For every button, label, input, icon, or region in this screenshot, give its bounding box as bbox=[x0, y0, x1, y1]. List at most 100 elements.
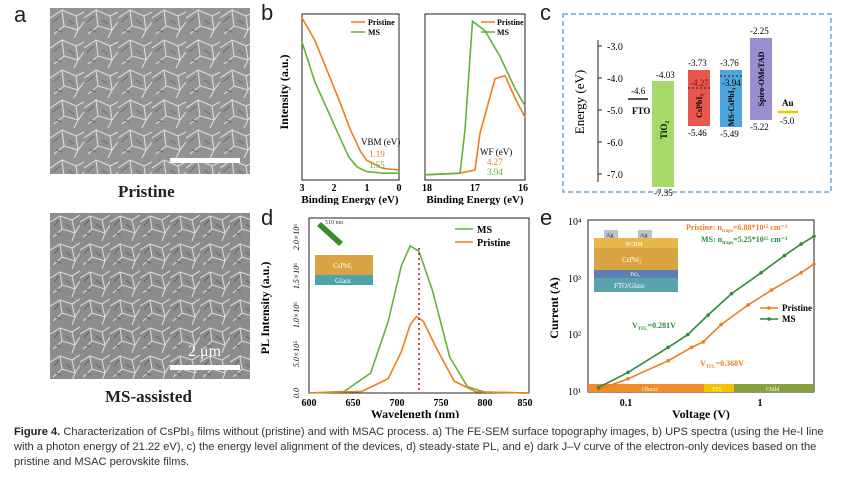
wf-pristine-value: 4.27 bbox=[487, 157, 503, 167]
ups-xlabel-right: Binding Energy (eV) bbox=[426, 194, 524, 205]
energy-tick-0: -3.0 bbox=[607, 42, 623, 53]
pl-ylabel: PL Intensity (a.u.) bbox=[258, 262, 272, 355]
region-child-label: Child bbox=[766, 387, 779, 393]
spiro-bar bbox=[750, 38, 772, 120]
ms-cspbi3-name: MS-CsPbI₃ bbox=[727, 87, 736, 126]
pl-ytick-1: 5.0×10⁵ bbox=[292, 341, 301, 367]
cspbi3-layer-label: CsPbI₃ bbox=[622, 256, 642, 264]
jv-ytick-1: 10² bbox=[568, 330, 581, 341]
ms-cspbi3-wf: -3.94 bbox=[722, 78, 741, 88]
jv-ms-point bbox=[685, 332, 690, 337]
cspbi3-name: CsPbI₃ bbox=[695, 94, 704, 118]
ms-cspbi3-bottom: -5.49 bbox=[720, 129, 739, 139]
laser-arrow-icon bbox=[317, 222, 343, 246]
ups-tick-r0: 18 bbox=[422, 183, 432, 194]
region-tfl-label: TFL bbox=[712, 387, 723, 393]
pl-xtick-5: 850 bbox=[518, 398, 533, 409]
ups-chart: Intensity (a.u.) Pristine MS Pristine MS… bbox=[277, 13, 528, 205]
ups-tick-l0: 3 bbox=[300, 183, 305, 194]
pl-ytick-3: 1.5×10⁶ bbox=[292, 263, 301, 289]
tio2-bottom: -7.35 bbox=[654, 188, 673, 198]
jv-pristine-point bbox=[746, 303, 750, 307]
ups-ylabel: Intensity (a.u.) bbox=[277, 54, 291, 129]
tio2-layer-label: TiO₂ bbox=[630, 273, 640, 278]
pl-legend-ms: MS bbox=[477, 225, 492, 236]
jv-pristine-point bbox=[719, 322, 723, 327]
energy-tick-1: -4.0 bbox=[607, 74, 623, 85]
ups-left-legend-ms: MS bbox=[368, 28, 381, 37]
tio2-name: TiO₂ bbox=[659, 121, 669, 139]
scalebar-pristine bbox=[170, 158, 240, 163]
jv-ms-point bbox=[799, 242, 803, 246]
fto-layer-label: FTO/Glass bbox=[614, 282, 645, 290]
region-child bbox=[734, 384, 814, 392]
jv-ms-point bbox=[812, 234, 816, 239]
tio2-top: -4.03 bbox=[656, 70, 675, 80]
pl-pristine-line bbox=[308, 315, 530, 394]
jv-pristine-point bbox=[812, 262, 816, 266]
tio2-bar bbox=[652, 81, 674, 187]
spiro-bottom: -5.22 bbox=[750, 122, 769, 132]
jv-pristine-line bbox=[598, 263, 815, 391]
ms-cspbi3-top: -3.76 bbox=[720, 58, 739, 68]
inset-glass-layer bbox=[315, 275, 373, 285]
sem-image-ms: 2 μm bbox=[50, 213, 250, 379]
vbm-pristine-value: 1.19 bbox=[369, 149, 385, 159]
ups-right-legend-pristine: Pristine bbox=[497, 18, 524, 27]
ag-electrode-1 bbox=[604, 230, 618, 238]
ups-tick-l1: 2 bbox=[332, 183, 337, 194]
energy-tick-2: -5.0 bbox=[607, 106, 623, 117]
pristine-trap-note: Pristine: ntraps=6.88*10¹⁵ cm⁻³ bbox=[686, 223, 788, 234]
pl-xtick-3: 750 bbox=[434, 398, 449, 409]
jv-ms-line bbox=[598, 235, 815, 389]
ag-electrode-2 bbox=[638, 230, 652, 238]
inset-glass-label: Glass bbox=[335, 277, 351, 285]
sem-texture-pristine bbox=[50, 8, 250, 174]
laser-label: 510 nm bbox=[325, 220, 344, 226]
ups-left-legend-pristine: Pristine bbox=[368, 18, 395, 27]
ms-cspbi3-bar bbox=[720, 70, 742, 127]
ups-tick-l2: 1 bbox=[365, 183, 370, 194]
pl-chart: PL Intensity (a.u.) 0.0 5.0×10⁵ 1.0×10⁶ … bbox=[258, 217, 533, 418]
jv-pristine-point bbox=[666, 359, 670, 363]
pcbm-layer bbox=[594, 238, 678, 248]
ups-tick-r2: 16 bbox=[518, 183, 528, 194]
energy-tick-4: -7.0 bbox=[607, 170, 623, 181]
sem-texture-ms bbox=[50, 213, 250, 379]
fto-name: FTO bbox=[632, 106, 650, 116]
jv-ms-point bbox=[626, 370, 630, 375]
jv-chart: Current (A) Ohmic TFL Child 10¹ 10² 10³ … bbox=[547, 217, 816, 420]
jv-xlabel: Voltage (V) bbox=[672, 407, 730, 420]
panel-d-letter: d bbox=[261, 205, 274, 230]
vtfl-ms-label: VTFL=0.281V bbox=[632, 321, 676, 332]
fto-layer bbox=[594, 278, 678, 292]
ups-tick-l3: 0 bbox=[397, 183, 402, 194]
pl-ytick-0: 0.0 bbox=[292, 388, 301, 398]
ups-right-frame bbox=[424, 13, 526, 181]
energy-ticks bbox=[598, 45, 602, 175]
energy-tick-3: -6.0 bbox=[607, 138, 623, 149]
jv-ms-point bbox=[759, 270, 763, 275]
panel-e-letter: e bbox=[540, 205, 553, 230]
ups-right-legend-ms: MS bbox=[497, 28, 510, 37]
ups-left-frame bbox=[301, 13, 400, 181]
jv-pristine-point bbox=[689, 345, 694, 350]
jv-ms-point bbox=[596, 385, 601, 390]
region-ohmic bbox=[588, 384, 704, 392]
vbm-ms-value: 1.55 bbox=[369, 160, 385, 170]
fto-value: -4.6 bbox=[631, 86, 646, 96]
ups-cutoff-pristine-line bbox=[424, 74, 526, 176]
ms-trap-note: MS: ntraps=5.25*10¹⁵ cm⁻³ bbox=[701, 235, 788, 246]
energy-ylabel: Energy (eV) bbox=[572, 70, 587, 134]
jv-pristine-point bbox=[626, 376, 630, 381]
pl-ms-line bbox=[308, 244, 530, 394]
region-ohmic-label: Ohmic bbox=[642, 387, 659, 393]
pl-inset-device: 510 nm CsPbI₃ Glass bbox=[315, 220, 373, 285]
caption-label: Figure 4. bbox=[14, 426, 61, 438]
jv-legend-ms: MS bbox=[782, 314, 796, 324]
energy-diagram: Energy (eV) -3.0 -4.0 -5.0 -6.0 -7.0 -4.… bbox=[562, 13, 832, 198]
jv-ms-point bbox=[706, 313, 710, 317]
jv-pristine-point bbox=[799, 270, 803, 275]
panel-c-letter: c bbox=[540, 0, 551, 25]
jv-ytick-2: 10³ bbox=[568, 274, 581, 285]
